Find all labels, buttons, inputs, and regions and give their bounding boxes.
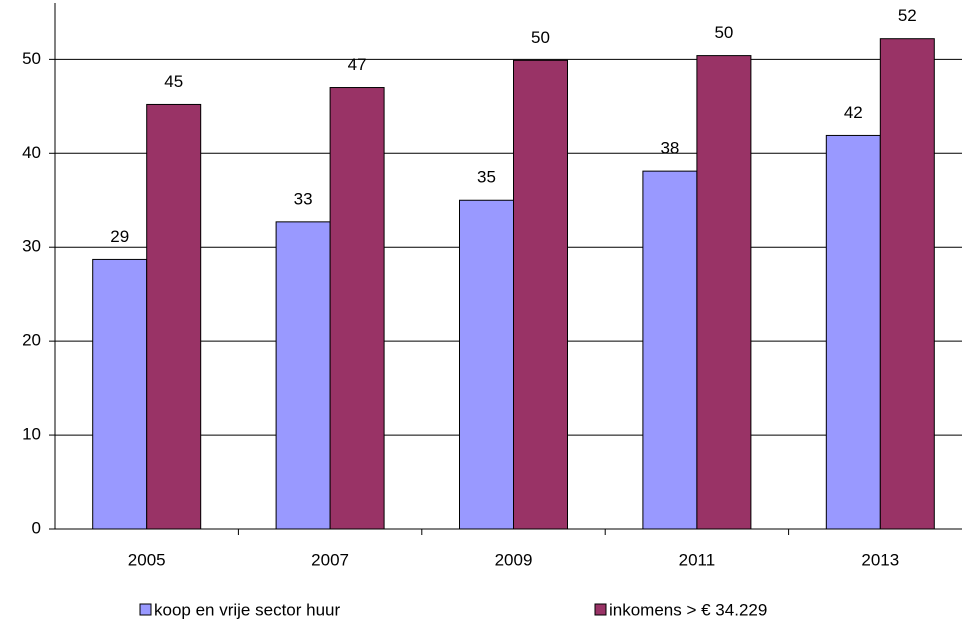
bar (825, 134, 881, 530)
bar (696, 55, 752, 530)
bar (513, 59, 568, 530)
bar (642, 170, 698, 530)
value-label: 50 (714, 23, 733, 42)
legend-swatch (594, 603, 607, 616)
value-label: 42 (844, 103, 863, 122)
x-tick-label: 2009 (495, 550, 533, 569)
y-tick-label: 10 (22, 425, 41, 444)
x-tick-label: 2007 (311, 550, 349, 569)
x-tick-label: 2011 (679, 550, 716, 569)
x-tick-label: 2005 (128, 550, 166, 569)
y-tick-label: 50 (22, 49, 41, 68)
y-tick-label: 20 (22, 331, 41, 350)
x-tick-label: 2013 (861, 550, 899, 569)
value-label: 33 (294, 189, 313, 208)
bar (879, 38, 935, 530)
value-label: 29 (110, 227, 129, 246)
legend-label: koop en vrije sector huur (154, 600, 340, 619)
bar (92, 258, 148, 530)
y-tick-label: 40 (22, 143, 41, 162)
bar (459, 199, 514, 530)
legend-label: inkomens > € 34.229 (609, 600, 767, 619)
value-label: 45 (164, 72, 183, 91)
legend-swatch (139, 603, 152, 616)
value-label: 35 (477, 168, 496, 187)
value-label: 38 (660, 139, 679, 158)
y-tick-label: 0 (32, 518, 41, 537)
value-label: 50 (531, 28, 550, 47)
bar (329, 87, 385, 530)
value-label: 47 (348, 55, 367, 74)
bar (275, 221, 331, 530)
value-label: 52 (898, 6, 917, 25)
y-tick-label: 30 (22, 237, 41, 256)
bar (146, 103, 202, 530)
